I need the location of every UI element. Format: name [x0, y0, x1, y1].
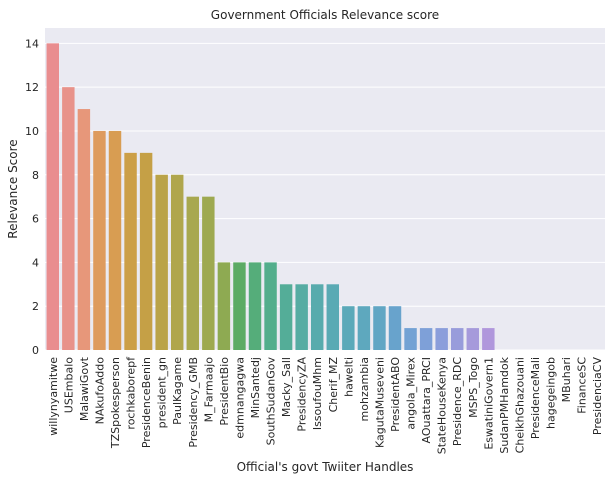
bars: [46, 43, 495, 351]
x-tick-label: mohzambia: [358, 357, 371, 421]
bar: [202, 196, 215, 350]
bar: [388, 306, 402, 350]
bar: [124, 152, 137, 350]
y-tick-label: 12: [25, 81, 39, 94]
x-tick-label: angola_Mirex: [405, 357, 418, 430]
x-tick-label: PresidentABO: [389, 357, 402, 432]
x-axis-label: Official's govt Twiiter Handles: [237, 460, 414, 474]
x-tick-label: MSPS_Togo: [467, 357, 480, 418]
y-tick-labels: 0 2 4 6 8 10 12 14: [25, 37, 39, 357]
x-tick-label: SouthSudanGov: [265, 357, 278, 446]
x-tick-label: SudanPMHamdok: [498, 356, 511, 453]
y-tick-label: 4: [32, 256, 39, 269]
x-tick-label: EswatiniGovern1: [482, 357, 495, 450]
x-tick-label: StateHouseKenya: [436, 357, 449, 454]
x-tick-label: USEmbalo: [62, 357, 75, 413]
plot-background: [45, 28, 605, 350]
x-tick-label: PresidentBio: [218, 357, 231, 426]
x-tick-label: NAkufoAddo: [93, 357, 106, 425]
x-tick-label: PresidenciaCV: [591, 357, 604, 436]
bar: [264, 262, 277, 350]
bar: [139, 152, 153, 350]
x-tick-label: willynyamitwe: [47, 357, 60, 436]
x-tick-label: TZSpokesperson: [109, 357, 122, 449]
y-tick-label: 8: [32, 169, 39, 182]
bar: [186, 196, 199, 350]
bar: [108, 130, 122, 350]
bar: [326, 284, 339, 350]
bar: [46, 43, 59, 350]
bar: [279, 284, 293, 350]
bar: [77, 109, 91, 350]
x-tick-label: FinanceSC: [576, 357, 589, 414]
bar: [342, 306, 355, 350]
x-tick-label: PresidencyZA: [296, 357, 309, 432]
bar: [404, 328, 417, 350]
bar: [482, 328, 495, 350]
y-axis-label: Relevance Score: [6, 139, 20, 238]
x-tick-label: PaulKagame: [171, 357, 184, 425]
bar: [217, 262, 231, 350]
y-tick-label: 2: [32, 300, 39, 313]
x-tick-label: hagegeingob: [545, 357, 558, 429]
y-tick-label: 10: [25, 125, 39, 138]
x-tick-label: president_gn: [156, 357, 169, 428]
bar: [62, 87, 75, 351]
x-tick-label: edmnangagwa: [233, 357, 246, 439]
chart-title: Government Officials Relevance score: [211, 8, 439, 22]
x-tick-label: Presidence_RDC: [451, 357, 464, 446]
x-tick-label: CheikhGhazouani: [513, 357, 526, 453]
bar: [233, 262, 246, 350]
x-tick-label: MinSantedj: [249, 357, 262, 418]
x-tick-label: rochkaborepf: [125, 356, 138, 430]
bar: [93, 130, 106, 350]
x-tick-label: Macky_Sall: [280, 357, 293, 417]
bar: [419, 328, 433, 350]
x-tick-label: MalawiGovt: [78, 356, 91, 421]
bar: [311, 284, 324, 350]
bar: [155, 174, 168, 350]
bar: [451, 328, 464, 350]
x-tick-label: IssoufouMhm: [311, 357, 324, 430]
bar: [171, 174, 184, 350]
x-tick-label: Presidency_GMB: [187, 357, 200, 448]
bar: [357, 306, 371, 350]
x-tick-label: MBuhari: [560, 357, 573, 402]
x-tick-label: PresidenceMali: [529, 357, 542, 439]
y-tick-label: 14: [25, 37, 39, 50]
grid-lines: [45, 42, 605, 351]
bar: [248, 262, 262, 350]
bar: [295, 284, 308, 350]
bar: [435, 328, 448, 350]
x-tick-label: Cherif_MZ: [327, 357, 340, 413]
x-tick-labels: willynyamitwe USEmbalo MalawiGovt NAkufoAdd…: [47, 356, 604, 454]
x-tick-label: PresidenceBenin: [140, 357, 153, 448]
bar: [373, 306, 386, 350]
x-tick-label: M_Farmaajo: [202, 357, 215, 423]
bar: [466, 328, 479, 350]
y-tick-label: 6: [32, 213, 39, 226]
x-tick-label: AOuattara_PRCI: [420, 357, 433, 444]
x-tick-label: KagutaMuseveni: [373, 357, 386, 448]
y-tick-label: 0: [32, 344, 39, 357]
x-tick-label: hawelti: [342, 357, 355, 397]
